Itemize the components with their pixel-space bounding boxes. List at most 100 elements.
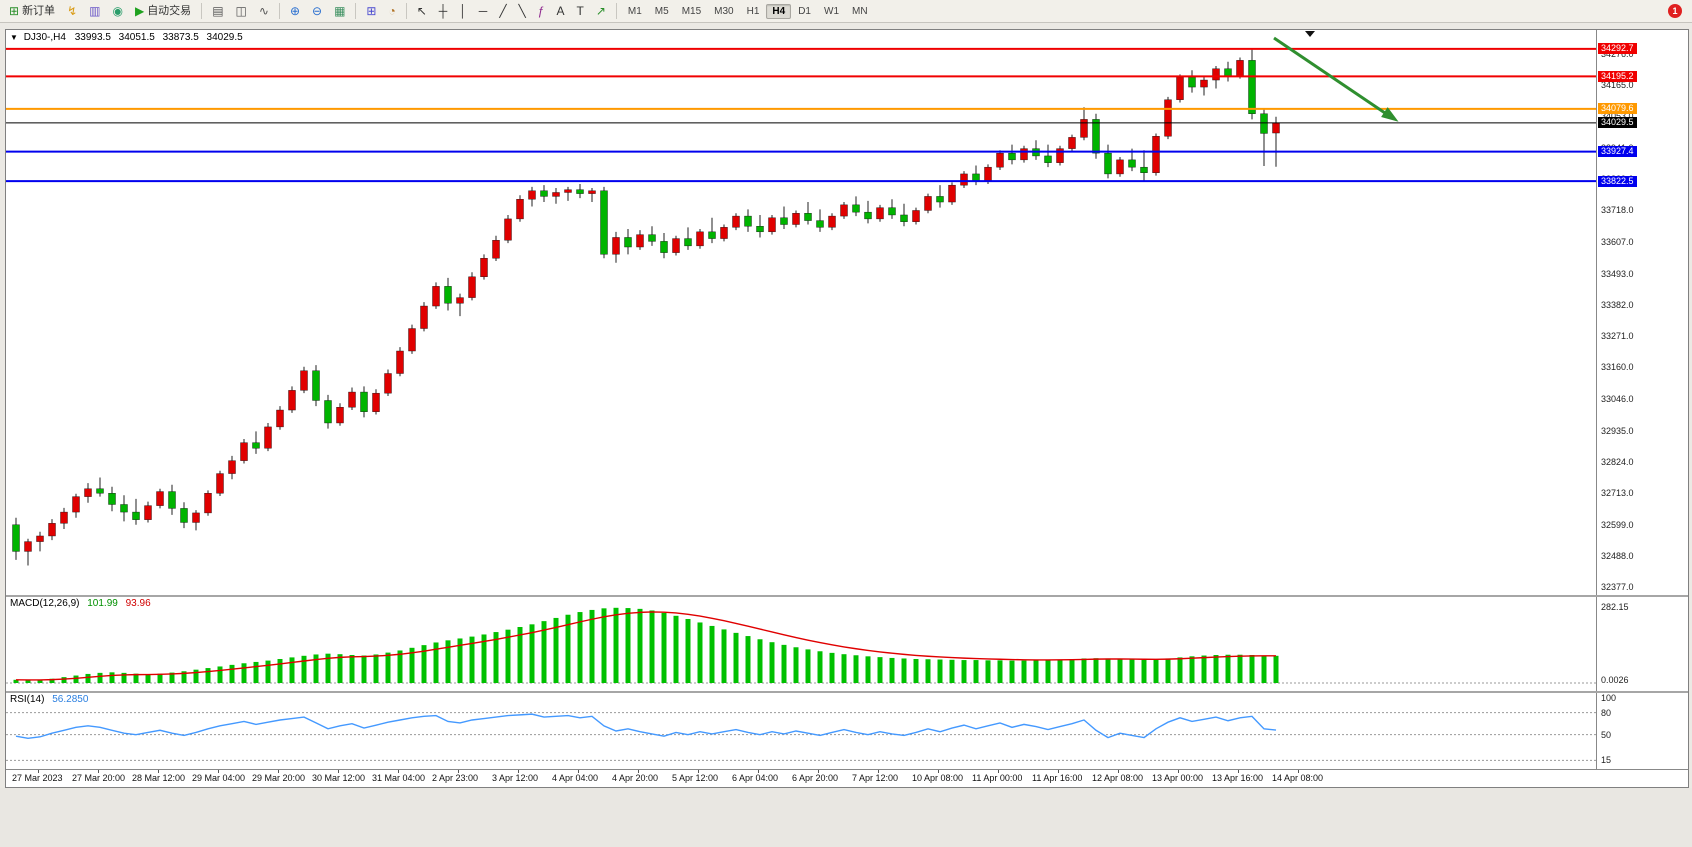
timeframe-button-M1[interactable]: M1 xyxy=(627,5,642,17)
chart-window: ▼ DJ30-,H4 33993.5 34051.5 33873.5 34029… xyxy=(5,29,1689,788)
time-tick xyxy=(1238,770,1239,773)
toolbar-separator xyxy=(278,3,280,19)
arrows-tool-button[interactable]: ↗ xyxy=(591,1,611,21)
price-level-label: 33927.4 xyxy=(1598,146,1637,158)
price-axis[interactable]: 34276.034165.034053.033941.033829.033718… xyxy=(1596,30,1688,595)
channel-button[interactable]: ╲ xyxy=(514,1,531,21)
timeframe-button-M5[interactable]: M5 xyxy=(654,5,669,17)
time-label: 6 Apr 20:00 xyxy=(792,773,839,783)
new-order-label: 新订单 xyxy=(22,5,56,17)
main-chart-plot[interactable]: ▼ DJ30-,H4 33993.5 34051.5 33873.5 34029… xyxy=(6,30,1596,595)
price-tick: 33607.0 xyxy=(1601,236,1634,247)
timeframe-button-W1[interactable]: W1 xyxy=(824,5,839,17)
high-value: 34051.5 xyxy=(118,32,155,43)
chart-dropdown-icon[interactable]: ▼ xyxy=(10,33,18,42)
label-tool-button[interactable]: T xyxy=(571,1,588,21)
timeframe-button-M30[interactable]: M30 xyxy=(714,5,734,17)
time-label: 3 Apr 12:00 xyxy=(492,773,539,783)
crosshair-button[interactable]: ┼ xyxy=(434,1,453,21)
bar-chart-type-button[interactable]: ▤ xyxy=(207,1,228,21)
indicators-button[interactable]: ⊞ xyxy=(361,1,381,21)
cursor-icon: ↖ xyxy=(416,4,427,18)
indicators-icon: ⊞ xyxy=(366,4,377,18)
lightning-button[interactable]: ↯ xyxy=(62,1,82,21)
new-order-button[interactable]: ⊞ 新订单 xyxy=(4,1,60,21)
time-label: 13 Apr 00:00 xyxy=(1152,773,1204,783)
time-label: 13 Apr 16:00 xyxy=(1212,773,1264,783)
time-label: 14 Apr 08:00 xyxy=(1272,773,1324,783)
time-tick xyxy=(578,770,579,773)
rsi-chart xyxy=(6,712,1596,761)
rsi-plot[interactable]: RSI(14) 56.2850 xyxy=(6,693,1596,769)
text-tool-button[interactable]: A xyxy=(551,1,569,21)
trendline-icon: ╱ xyxy=(499,4,507,18)
candlestick-icon: ◫ xyxy=(235,4,247,18)
time-tick xyxy=(158,770,159,773)
macd-header: MACD(12,26,9) 101.99 93.96 xyxy=(10,598,151,609)
zoom-in-button[interactable]: ⊕ xyxy=(285,1,305,21)
time-tick xyxy=(398,770,399,773)
horizontal-line-icon: ─ xyxy=(478,4,488,18)
toolbar-separator xyxy=(355,3,357,19)
open-value: 33993.5 xyxy=(74,32,111,43)
time-tick xyxy=(1178,770,1179,773)
time-tick xyxy=(458,770,459,773)
macd-axis-min: 0.0026 xyxy=(1601,675,1629,685)
panel-divider[interactable] xyxy=(6,595,1688,597)
time-label: 31 Mar 04:00 xyxy=(372,773,426,783)
macd-signal-value: 93.96 xyxy=(125,598,151,609)
time-tick xyxy=(638,770,639,773)
profile-button[interactable]: ◉ xyxy=(107,1,127,21)
time-tick xyxy=(278,770,279,773)
time-tick xyxy=(818,770,819,773)
zoom-out-button[interactable]: ⊖ xyxy=(307,1,327,21)
main-toolbar: ⊞ 新订单 ↯ ▥ ◉ ▶ 自动交易 ▤ ◫ ∿ ⊕ ⊖ ▦ ⊞ ◔ ↖ ┼ xyxy=(0,0,1692,23)
time-tick xyxy=(878,770,879,773)
time-label: 10 Apr 08:00 xyxy=(912,773,964,783)
panel-divider[interactable] xyxy=(6,691,1688,693)
time-tick xyxy=(38,770,39,773)
timeframe-button-M15[interactable]: M15 xyxy=(681,5,702,17)
timeframe-button-H4[interactable]: H4 xyxy=(766,3,792,19)
cursor-button[interactable]: ↖ xyxy=(412,1,432,21)
horizontal-line-button[interactable]: ─ xyxy=(474,1,493,21)
timeframe-button-MN[interactable]: MN xyxy=(852,5,868,17)
price-tick: 32377.0 xyxy=(1601,582,1634,593)
ohlc-header: ▼ DJ30-,H4 33993.5 34051.5 33873.5 34029… xyxy=(10,32,243,43)
price-tick: 33271.0 xyxy=(1601,331,1634,342)
arrows-icon: ↗ xyxy=(595,4,606,18)
candlestick-chart[interactable] xyxy=(6,30,1596,595)
time-label: 27 Mar 2023 xyxy=(12,773,63,783)
price-tick: 32599.0 xyxy=(1601,520,1634,530)
time-label: 29 Mar 04:00 xyxy=(192,773,246,783)
trendline-button[interactable]: ╱ xyxy=(494,1,511,21)
time-label: 11 Apr 16:00 xyxy=(1032,773,1083,783)
time-axis[interactable]: 27 Mar 2023 27 Mar 20:00 28 Mar 12:00 29 Ma… xyxy=(6,769,1688,787)
fibonacci-button[interactable]: ƒ xyxy=(533,1,550,21)
tile-windows-button[interactable]: ▦ xyxy=(329,1,350,21)
candlestick-type-button[interactable]: ◫ xyxy=(231,1,252,21)
vertical-line-button[interactable]: │ xyxy=(454,1,472,21)
timeframe-group: M1 M5 M15 M30 H1 H4 D1 W1 MN xyxy=(622,3,874,19)
timeframe-button-D1[interactable]: D1 xyxy=(798,5,811,17)
window-footer xyxy=(0,788,1692,847)
price-level-label: 33822.5 xyxy=(1598,175,1637,187)
period-button[interactable]: ◔ xyxy=(383,1,400,21)
macd-plot[interactable]: MACD(12,26,9) 101.99 93.96 xyxy=(6,597,1596,691)
line-chart-icon: ∿ xyxy=(258,4,269,18)
time-label: 11 Apr 00:00 xyxy=(972,773,1023,783)
time-tick xyxy=(1058,770,1059,773)
rsi-tick: 50 xyxy=(1601,729,1612,740)
market-watch-button[interactable]: ▥ xyxy=(84,1,105,21)
time-label: 28 Mar 12:00 xyxy=(132,773,186,783)
notification-badge[interactable]: 1 xyxy=(1668,4,1682,18)
line-chart-type-button[interactable]: ∿ xyxy=(254,1,274,21)
time-label: 27 Mar 20:00 xyxy=(72,773,126,783)
timeframe-button-H1[interactable]: H1 xyxy=(746,5,760,17)
fibonacci-icon: ƒ xyxy=(537,4,545,18)
auto-trading-button[interactable]: ▶ 自动交易 xyxy=(130,1,196,21)
time-tick xyxy=(98,770,99,773)
price-tick: 34165.0 xyxy=(1601,79,1634,90)
text-icon: A xyxy=(556,4,565,18)
time-label: 2 Apr 23:00 xyxy=(432,773,479,783)
